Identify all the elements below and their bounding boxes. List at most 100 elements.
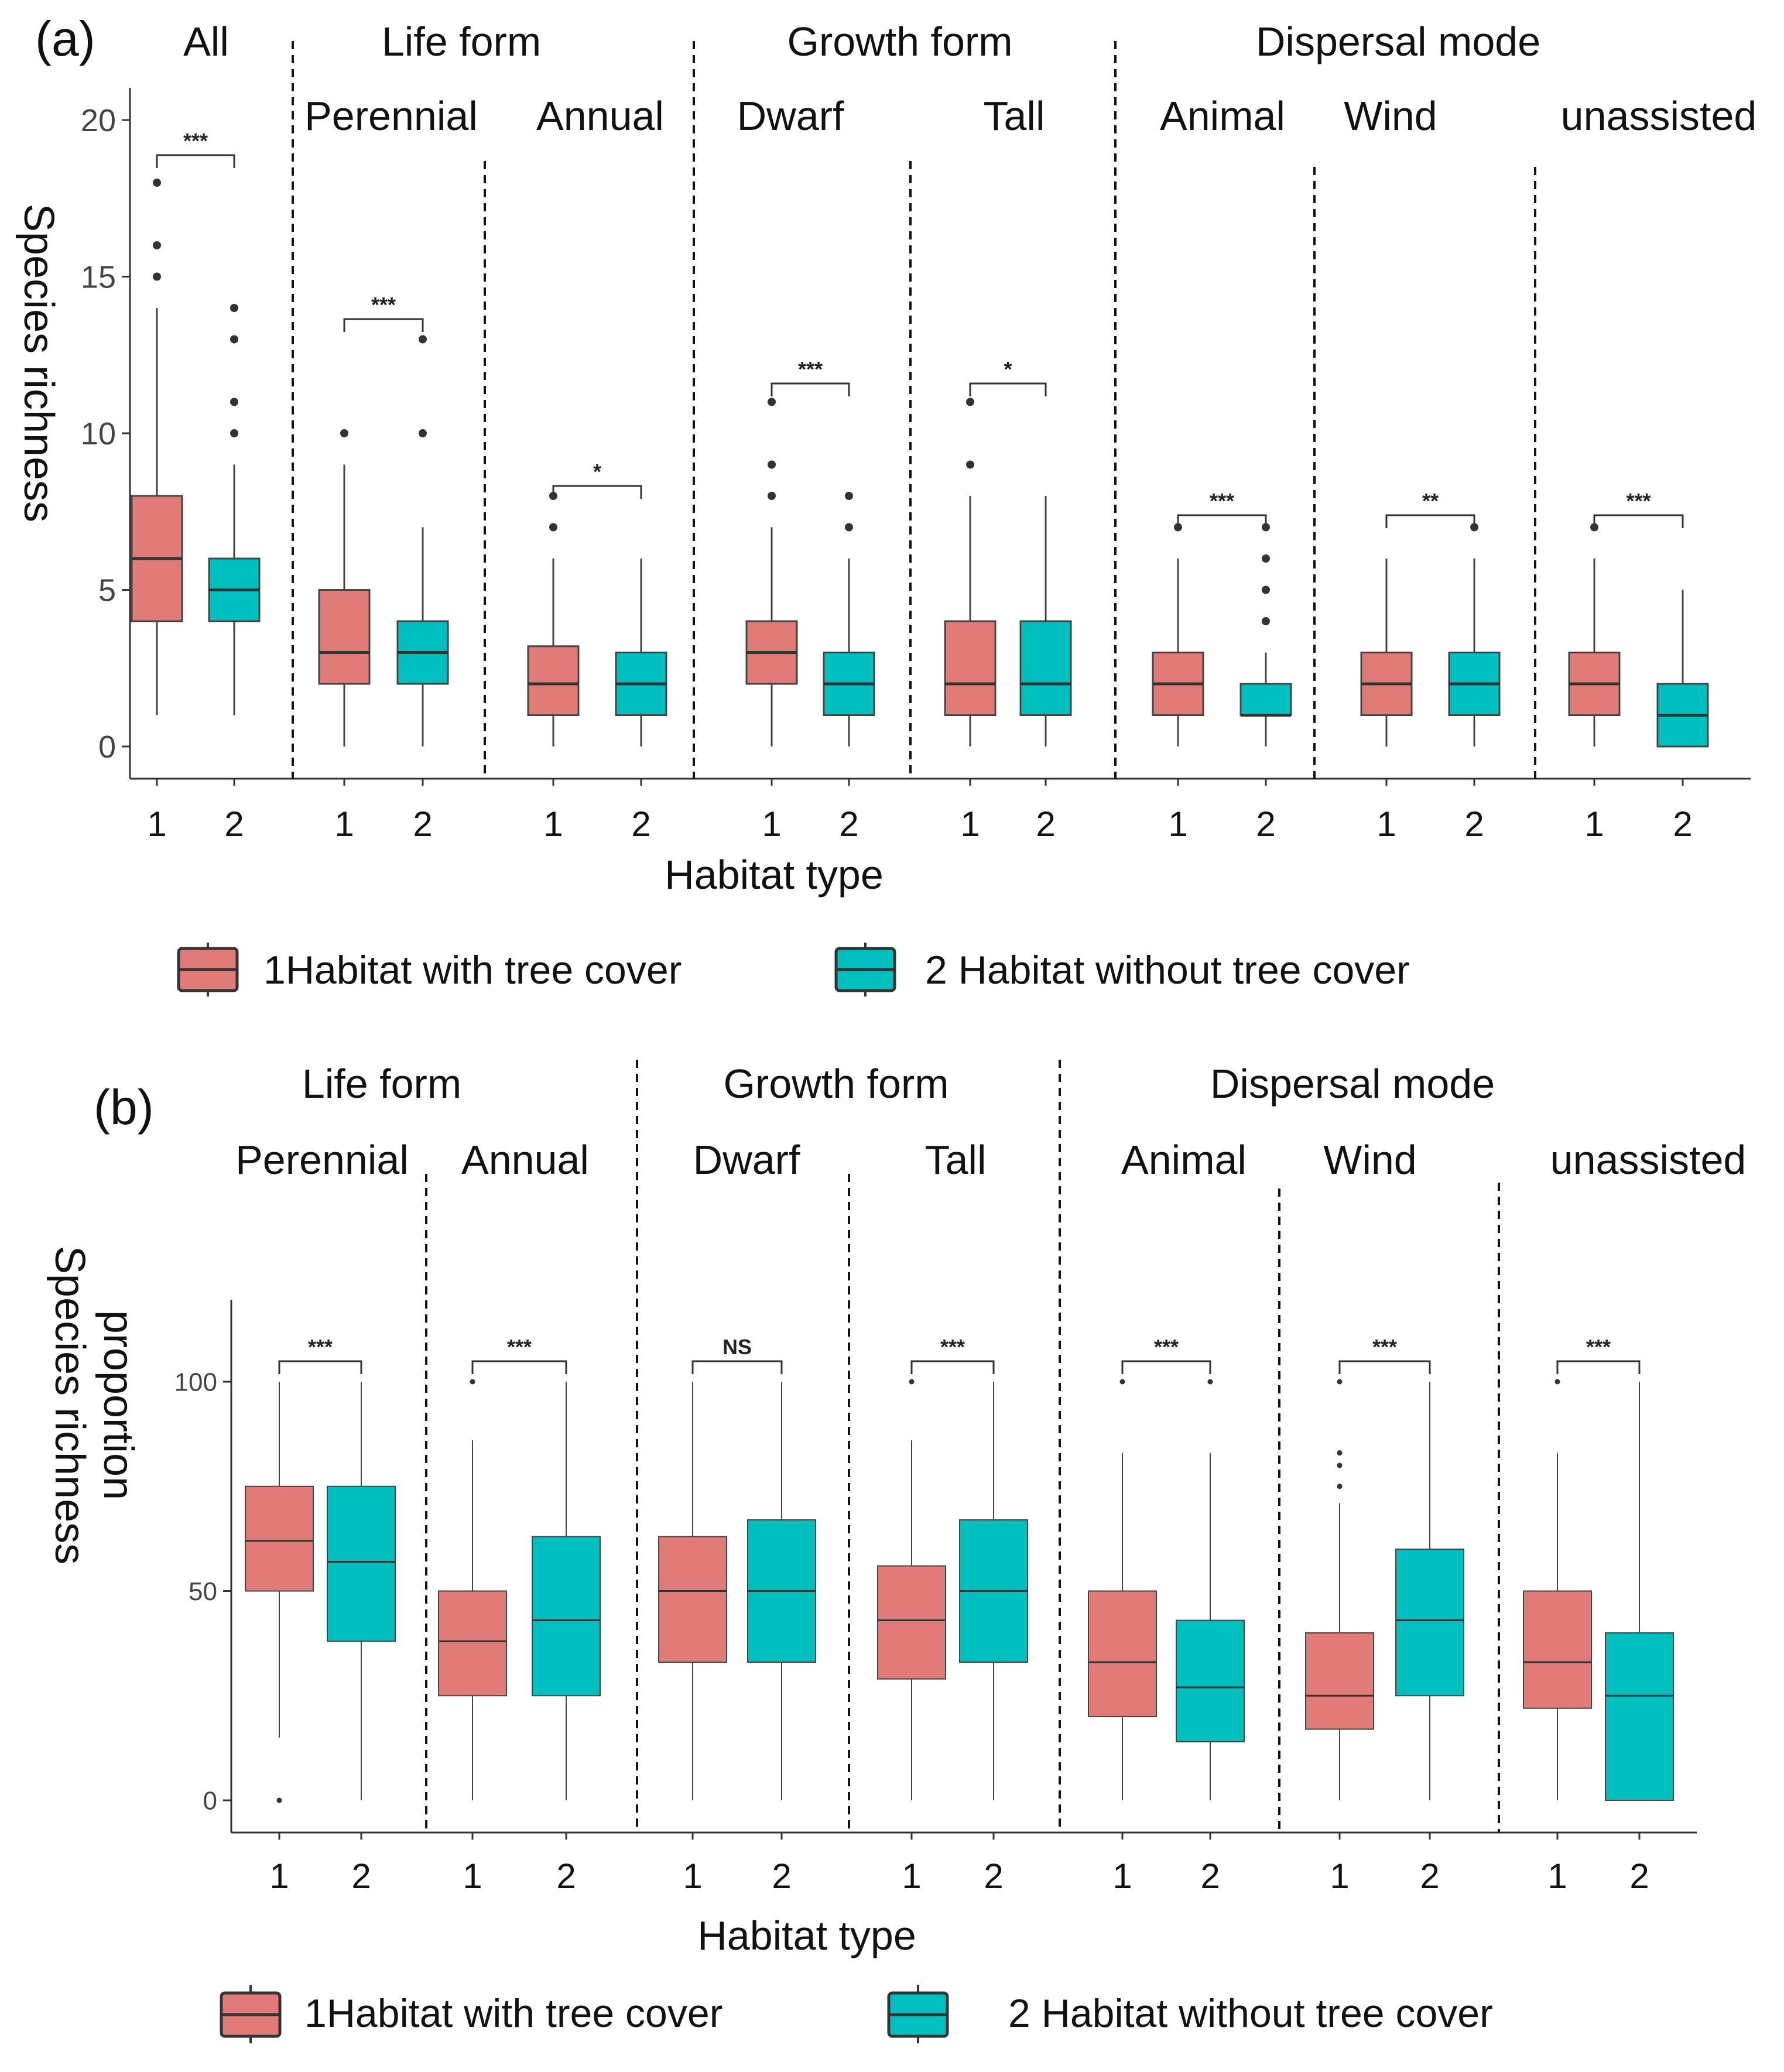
subgroup-label: Dwarf xyxy=(693,1137,800,1183)
y-axis-label-line: proportion xyxy=(95,1310,142,1500)
outlier-point xyxy=(845,523,853,532)
box xyxy=(1239,683,1292,716)
subgroup-label: Animal xyxy=(1160,93,1285,139)
outlier-point xyxy=(1174,523,1182,532)
outlier-point xyxy=(1337,1450,1343,1456)
outlier-point xyxy=(1337,1484,1343,1489)
significance-label: *** xyxy=(1154,1335,1179,1359)
box xyxy=(438,1590,507,1697)
box xyxy=(658,1536,727,1663)
significance-label: *** xyxy=(308,1335,333,1359)
outlier-point xyxy=(1470,523,1478,532)
y-tick-label: 5 xyxy=(98,573,116,608)
outlier-point xyxy=(419,335,427,344)
x-tick-label: 1 xyxy=(902,1857,921,1896)
y-tick-label: 10 xyxy=(81,416,116,451)
y-tick-label: 0 xyxy=(203,1786,217,1815)
x-tick-label: 1 xyxy=(1330,1857,1349,1896)
outlier-point xyxy=(768,492,776,500)
x-tick-label: 1 xyxy=(334,804,354,844)
subgroup-label: Annual xyxy=(536,93,664,139)
significance-bracket xyxy=(1556,1360,1641,1374)
legend-a-key-1 xyxy=(177,943,239,996)
y-tick-label: 15 xyxy=(81,259,116,294)
outlier-point xyxy=(470,1379,475,1385)
panel-label: (b) xyxy=(94,1080,154,1135)
x-tick-label: 1 xyxy=(1547,1857,1567,1896)
significance-bracket xyxy=(691,1360,783,1374)
significance-bracket xyxy=(1385,514,1475,528)
box xyxy=(1305,1632,1374,1730)
significance-label: *** xyxy=(1626,489,1651,513)
significance-bracket xyxy=(1121,1360,1211,1374)
outlier-point xyxy=(340,429,348,437)
x-tick-label: 2 xyxy=(1256,804,1275,844)
legend-a: 1Habitat with tree cover 2 Habitat witho… xyxy=(177,943,1410,996)
legend-a-label-2: 2 Habitat without tree cover xyxy=(925,948,1410,992)
box xyxy=(944,620,997,716)
y-tick-label: 20 xyxy=(81,103,116,138)
significance-bracket xyxy=(471,1360,567,1374)
significance-bracket xyxy=(1177,514,1267,528)
y-tick-label: 100 xyxy=(174,1368,217,1396)
outlier-point xyxy=(1207,1379,1213,1385)
outlier-point xyxy=(1262,617,1270,625)
subgroup-label: Wind xyxy=(1344,93,1437,139)
outlier-point xyxy=(768,460,776,469)
x-tick-label: 2 xyxy=(1420,1857,1439,1896)
significance-bracket xyxy=(1593,514,1684,528)
outlier-point xyxy=(1262,585,1270,594)
box xyxy=(245,1485,314,1592)
x-tick-label: 2 xyxy=(556,1857,576,1896)
y-tick-label: 50 xyxy=(189,1577,217,1606)
box xyxy=(1395,1549,1464,1697)
significance-bracket xyxy=(343,318,424,332)
significance-label: *** xyxy=(1372,1335,1397,1359)
outlier-point xyxy=(153,179,161,187)
outlier-point xyxy=(230,335,238,344)
panel-label: (a) xyxy=(35,11,95,66)
legend-b-label-1: 1Habitat with tree cover xyxy=(304,1991,722,2036)
outlier-point xyxy=(230,429,238,437)
group-header: Life form xyxy=(382,19,541,64)
outlier-point xyxy=(1262,554,1270,563)
x-tick-label: 2 xyxy=(1629,1857,1649,1896)
box xyxy=(1176,1619,1245,1742)
significance-bracket xyxy=(771,382,850,396)
x-tick-label: 1 xyxy=(269,1857,289,1896)
outlier-point xyxy=(230,398,238,406)
significance-label: *** xyxy=(507,1335,532,1359)
significance-label: * xyxy=(593,460,601,484)
group-header: Life form xyxy=(302,1061,461,1107)
outlier-point xyxy=(1337,1379,1343,1385)
x-tick-label: 2 xyxy=(413,804,432,844)
x-tick-label: 1 xyxy=(1376,804,1396,844)
outlier-point xyxy=(549,492,557,500)
significance-bracket xyxy=(552,485,642,499)
x-tick-label: 2 xyxy=(839,804,858,844)
outlier-point xyxy=(1337,1463,1343,1468)
y-tick-label: 0 xyxy=(98,730,116,765)
x-tick-label: 1 xyxy=(762,804,781,844)
x-tick-label: 1 xyxy=(1168,804,1187,844)
subgroup-label: unassisted xyxy=(1561,93,1757,139)
x-axis-label: Habitat type xyxy=(665,852,884,898)
box xyxy=(1605,1632,1674,1801)
legend-a-label-1: 1Habitat with tree cover xyxy=(263,948,682,992)
outlier-point xyxy=(419,429,427,437)
y-axis-label: Species richnessproportion xyxy=(46,1246,142,1564)
group-header: Growth form xyxy=(723,1061,949,1107)
x-tick-label: 1 xyxy=(543,804,563,844)
box xyxy=(532,1536,601,1697)
significance-bracket xyxy=(1338,1360,1431,1374)
subgroup-label: Dwarf xyxy=(737,93,844,139)
panel-a: (a) 0 5 10 15 20 Species richness Habitat type A… xyxy=(15,11,1756,898)
significance-bracket xyxy=(278,1360,362,1374)
x-tick-label: 2 xyxy=(1036,804,1055,844)
x-tick-label: 1 xyxy=(463,1857,482,1896)
subgroup-label: Wind xyxy=(1323,1137,1416,1183)
y-axis-label-line: Species richness xyxy=(46,1246,93,1564)
legend-b: 1Habitat with tree cover 2 Habitat witho… xyxy=(220,1985,1493,2043)
significance-label: * xyxy=(1004,357,1012,381)
